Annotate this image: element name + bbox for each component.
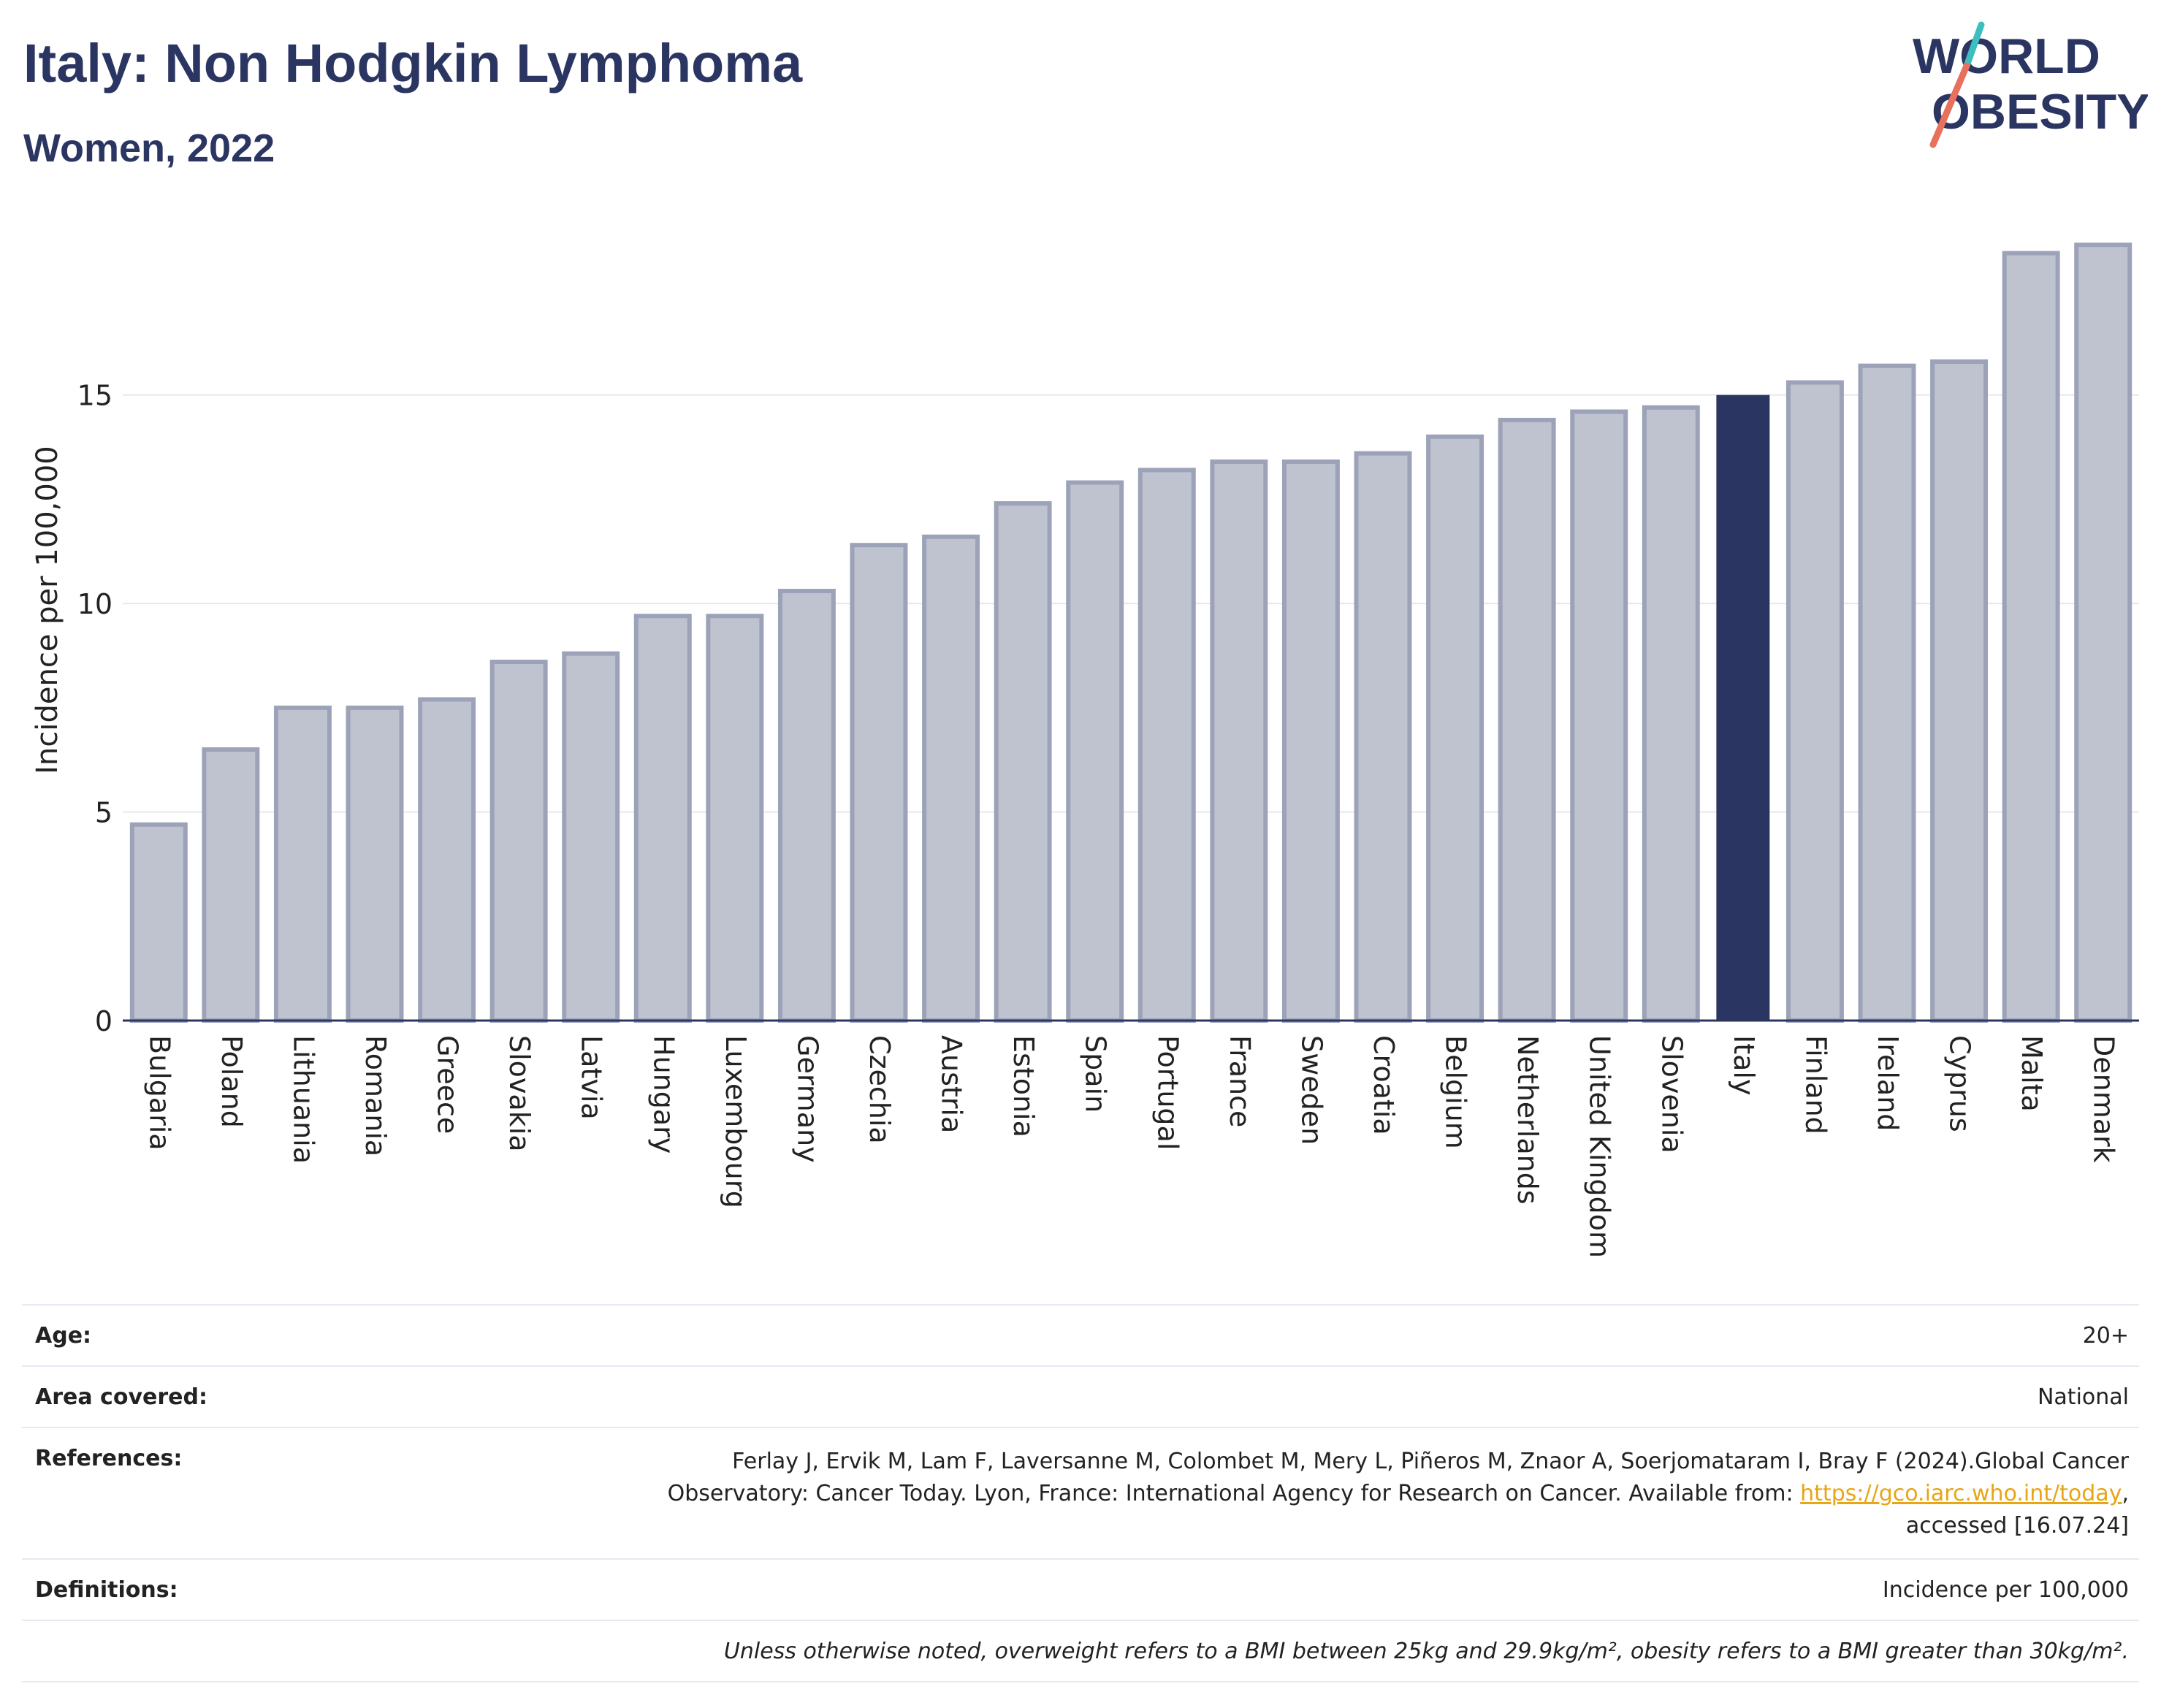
x-tick-label: Sweden xyxy=(1295,1035,1327,1145)
references-value: Ferlay J, Ervik M, Lam F, Laversanne M, … xyxy=(668,1446,2129,1542)
bar-netherlands xyxy=(1498,417,1556,1023)
area-value: National xyxy=(2037,1384,2129,1410)
bar-france xyxy=(1210,459,1268,1023)
references-text-1: Ferlay J, Ervik M, Lam F, Laversanne M, … xyxy=(732,1449,2129,1474)
bar-greece xyxy=(418,697,476,1023)
bar-romania xyxy=(346,705,404,1023)
bar-malta xyxy=(2002,251,2060,1023)
references-text-4: accessed [16.07.24] xyxy=(1905,1513,2129,1539)
references-label: References: xyxy=(35,1446,183,1471)
references-text-3: , xyxy=(2122,1481,2129,1506)
y-tick-label: 10 xyxy=(77,588,113,620)
y-tick-label: 15 xyxy=(77,380,113,412)
bar-denmark xyxy=(2074,243,2133,1023)
x-tick-label: Estonia xyxy=(1007,1035,1040,1137)
x-tick-label: Netherlands xyxy=(1512,1035,1544,1205)
x-tick-label: Denmark xyxy=(2088,1035,2120,1163)
bar-united-kingdom xyxy=(1570,409,1628,1023)
references-text-2: Observatory: Cancer Today. Lyon, France:… xyxy=(667,1481,1801,1506)
bar-finland xyxy=(1785,380,1844,1023)
x-tick-label: Cyprus xyxy=(1944,1035,1976,1132)
chart-subtitle: Women, 2022 xyxy=(23,126,275,170)
bar-belgium xyxy=(1426,434,1485,1023)
info-row-area: Area covered: National xyxy=(22,1365,2139,1427)
bar-croatia xyxy=(1354,451,1412,1023)
logo-slash-teal xyxy=(1963,21,1985,69)
x-tick-label: Hungary xyxy=(647,1035,679,1154)
bar-cyprus xyxy=(1930,359,1989,1023)
x-tick-label: Belgium xyxy=(1440,1035,1472,1149)
info-row-references: References: Ferlay J, Ervik M, Lam F, La… xyxy=(22,1427,2139,1558)
info-row-age: Age: 20+ xyxy=(22,1304,2139,1365)
x-tick-label: Poland xyxy=(216,1035,248,1128)
x-tick-label: Latvia xyxy=(576,1035,608,1120)
bar-austria xyxy=(922,534,980,1023)
y-tick-label: 5 xyxy=(95,797,113,829)
age-value: 20+ xyxy=(2082,1323,2129,1349)
info-row-definitions: Definitions: Incidence per 100,000 xyxy=(22,1558,2139,1620)
logo-line-1: WORLD xyxy=(1913,28,2100,84)
y-tick-labels: 0 5 10 15 xyxy=(77,380,113,1037)
bar-lithuania xyxy=(273,705,332,1023)
x-tick-label: Greece xyxy=(432,1035,464,1134)
info-table: Age: 20+ Area covered: National Referenc… xyxy=(22,1304,2139,1682)
x-tick-label: Romania xyxy=(359,1035,392,1156)
x-tick-label: United Kingdom xyxy=(1584,1035,1616,1258)
logo-slash-coral xyxy=(1929,62,1970,148)
x-tick-label: Italy xyxy=(1728,1035,1760,1095)
x-tick-label: Spain xyxy=(1080,1035,1112,1113)
chart-title: Italy: Non Hodgkin Lymphoma xyxy=(23,33,803,94)
bar-slovenia xyxy=(1642,405,1700,1023)
references-link[interactable]: https://gco.iarc.who.int/today xyxy=(1800,1481,2122,1506)
x-tick-label: Slovakia xyxy=(503,1035,536,1152)
x-tick-label: Lithuania xyxy=(287,1035,319,1164)
y-axis-label: Incidence per 100,000 xyxy=(31,446,64,774)
x-tick-label: Czechia xyxy=(864,1035,896,1144)
x-tick-label: Austria xyxy=(936,1035,968,1133)
x-tick-label: Croatia xyxy=(1368,1035,1400,1135)
x-tick-label: Malta xyxy=(2016,1035,2048,1112)
bar-germany xyxy=(777,588,836,1023)
bar-hungary xyxy=(633,614,692,1023)
definitions-value: Incidence per 100,000 xyxy=(1882,1577,2129,1603)
bar-luxembourg xyxy=(706,614,764,1023)
bar-estonia xyxy=(994,501,1052,1023)
bar-spain xyxy=(1066,480,1124,1023)
x-tick-label: Slovenia xyxy=(1655,1035,1688,1154)
x-tick-label: France xyxy=(1224,1035,1256,1127)
logo-line-2: OBESITY xyxy=(1932,84,2148,140)
x-tick-label: Finland xyxy=(1799,1035,1832,1135)
bar-portugal xyxy=(1137,468,1196,1023)
bar-ireland xyxy=(1858,363,1916,1023)
bar-chart: 0 5 10 15 Bulgaria Poland Lithuania Romania Gre… xyxy=(31,243,2139,1258)
age-label: Age: xyxy=(35,1323,92,1349)
bar-italy xyxy=(1716,394,1770,1021)
bar-slovakia xyxy=(489,660,548,1023)
x-tick-label: Germany xyxy=(791,1035,823,1163)
x-tick-label: Ireland xyxy=(1872,1035,1904,1131)
bar-sweden xyxy=(1281,459,1340,1023)
bmi-note: Unless otherwise noted, overweight refer… xyxy=(723,1639,2129,1664)
x-tick-label: Luxembourg xyxy=(720,1035,752,1208)
bar-czechia xyxy=(850,543,908,1023)
x-tick-label: Portugal xyxy=(1151,1035,1184,1150)
definitions-label: Definitions: xyxy=(35,1577,178,1603)
bar-poland xyxy=(202,747,260,1023)
x-tick-labels: Bulgaria Poland Lithuania Romania Greece Slov… xyxy=(143,1035,2119,1258)
bar-bulgaria xyxy=(129,822,188,1023)
info-row-note: Unless otherwise noted, overweight refer… xyxy=(22,1620,2139,1682)
x-tick-label: Bulgaria xyxy=(143,1035,175,1151)
area-label: Area covered: xyxy=(35,1384,207,1410)
y-tick-label: 0 xyxy=(95,1005,113,1037)
bars xyxy=(129,243,2133,1023)
bar-latvia xyxy=(562,651,620,1023)
world-obesity-logo: WORLD OBESITY xyxy=(1913,21,2148,148)
